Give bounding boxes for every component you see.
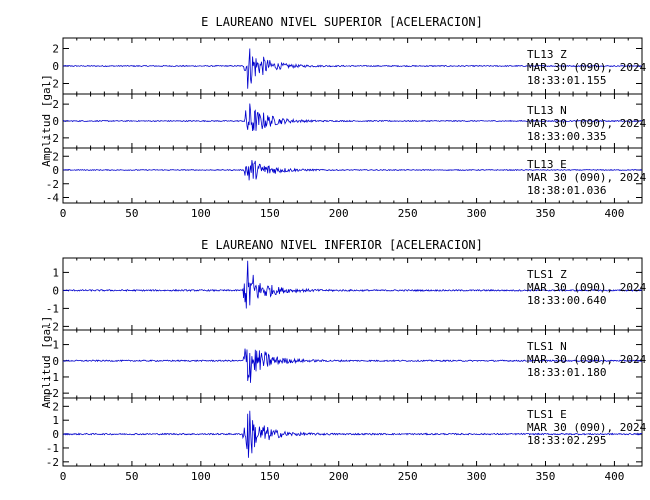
date-label: MAR 30 (090), 2024 xyxy=(527,171,647,184)
y-tick-label: -1 xyxy=(46,371,59,384)
x-tick-label: 300 xyxy=(467,470,487,483)
station-label: TLS1 E xyxy=(527,408,567,421)
x-tick-label: 250 xyxy=(398,470,418,483)
x-tick-label: 200 xyxy=(329,207,349,220)
waveform-trace xyxy=(62,160,643,181)
y-tick-label: 0 xyxy=(52,284,59,297)
y-tick-label: -1 xyxy=(46,302,59,315)
x-tick-label: 300 xyxy=(467,207,487,220)
y-tick-label: 2 xyxy=(52,43,59,56)
y-tick-label: 0 xyxy=(52,164,59,177)
y-tick-label: 0 xyxy=(52,60,59,73)
chart-title: E LAUREANO NIVEL INFERIOR [ACELERACION] xyxy=(201,238,483,252)
y-axis-label: Amplitud [gal] xyxy=(40,74,53,167)
x-tick-label: 200 xyxy=(329,470,349,483)
y-tick-label: -2 xyxy=(46,132,59,145)
y-tick-label: -2 xyxy=(46,78,59,91)
x-tick-label: 400 xyxy=(604,207,624,220)
y-tick-label: 1 xyxy=(52,266,59,279)
x-tick-label: 350 xyxy=(536,207,556,220)
waveform-trace xyxy=(62,260,643,309)
y-tick-label: -1 xyxy=(46,442,59,455)
date-label: MAR 30 (090), 2024 xyxy=(527,117,647,130)
y-tick-label: -2 xyxy=(46,387,59,400)
y-tick-label: 0 xyxy=(52,115,59,128)
y-axis-label: Amplitud [gal] xyxy=(40,316,53,409)
y-tick-label: -4 xyxy=(46,192,60,205)
x-tick-label: 100 xyxy=(191,207,211,220)
time-label: 18:33:00.640 xyxy=(527,294,606,307)
date-label: MAR 30 (090), 2024 xyxy=(527,421,647,434)
chart-title: E LAUREANO NIVEL SUPERIOR [ACELERACION] xyxy=(201,15,483,29)
y-tick-label: 0 xyxy=(52,428,59,441)
time-label: 18:33:01.180 xyxy=(527,366,606,379)
station-label: TLS1 N xyxy=(527,340,567,353)
x-tick-label: 150 xyxy=(260,207,280,220)
x-tick-label: 250 xyxy=(398,207,418,220)
y-tick-label: -2 xyxy=(46,178,59,191)
y-tick-label: 0 xyxy=(52,355,59,368)
waveform-trace xyxy=(62,48,643,89)
y-tick-label: -2 xyxy=(46,456,59,469)
station-label: TL13 Z xyxy=(527,48,567,61)
time-label: 18:33:02.295 xyxy=(527,434,606,447)
x-tick-label: 0 xyxy=(60,470,67,483)
station-label: TLS1 Z xyxy=(527,268,567,281)
x-tick-label: 400 xyxy=(604,470,624,483)
x-tick-label: 50 xyxy=(125,207,138,220)
waveform-trace xyxy=(62,348,643,383)
y-tick-label: 1 xyxy=(52,414,59,427)
date-label: MAR 30 (090), 2024 xyxy=(527,353,647,366)
date-label: MAR 30 (090), 2024 xyxy=(527,61,647,74)
y-tick-label: 2 xyxy=(52,400,59,413)
y-tick-label: 2 xyxy=(52,150,59,163)
x-tick-label: 0 xyxy=(60,207,67,220)
x-tick-label: 100 xyxy=(191,470,211,483)
x-tick-label: 350 xyxy=(536,470,556,483)
y-tick-label: 2 xyxy=(52,98,59,111)
waveform-trace xyxy=(62,103,643,132)
y-tick-label: 1 xyxy=(52,339,59,352)
date-label: MAR 30 (090), 2024 xyxy=(527,281,647,294)
station-label: TL13 E xyxy=(527,158,567,171)
waveform-trace xyxy=(62,410,643,458)
time-label: 18:33:00.335 xyxy=(527,130,606,143)
time-label: 18:33:01.155 xyxy=(527,74,606,87)
x-tick-label: 50 xyxy=(125,470,138,483)
station-label: TL13 N xyxy=(527,104,567,117)
time-label: 18:38:01.036 xyxy=(527,184,606,197)
x-tick-label: 150 xyxy=(260,470,280,483)
y-tick-label: -2 xyxy=(46,320,59,333)
